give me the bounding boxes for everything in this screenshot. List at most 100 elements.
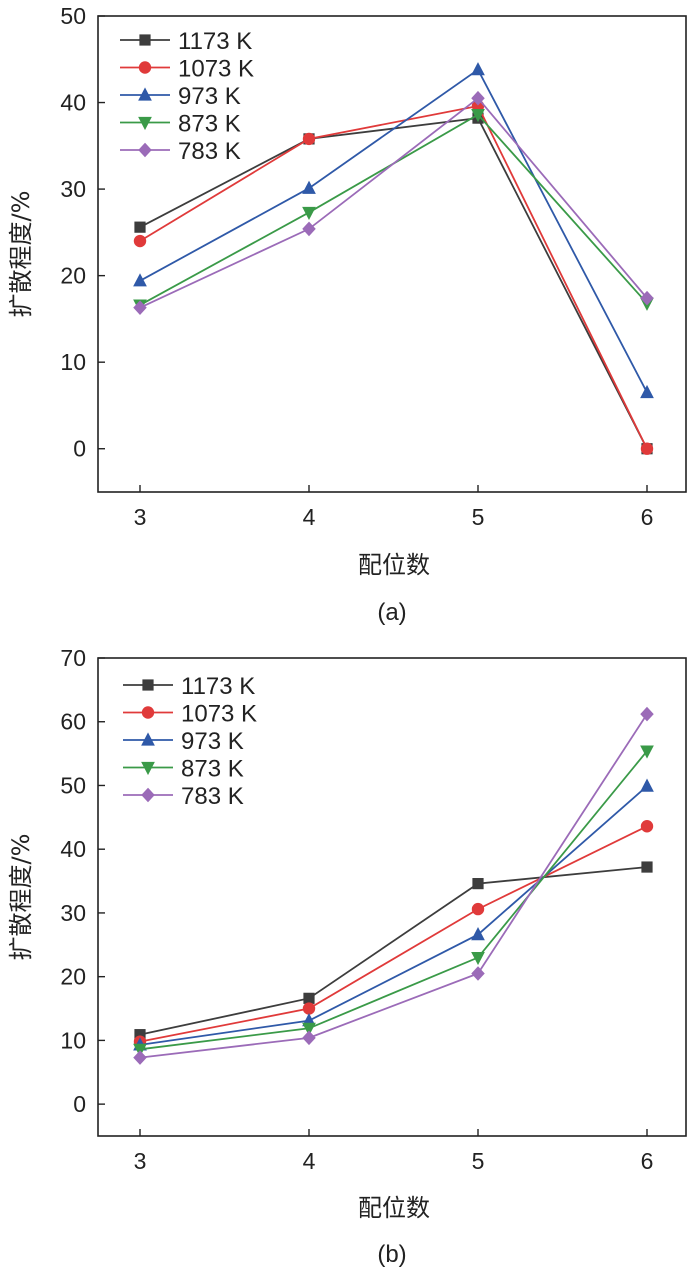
x-tick-label: 5 [472,1148,485,1174]
series-line [139,117,648,450]
data-point [641,861,653,873]
data-point [471,62,485,76]
y-tick-label: 60 [60,709,86,735]
x-tick-label: 6 [641,1148,654,1174]
x-tick-label: 3 [134,1148,147,1174]
y-tick-label: 30 [60,900,86,926]
legend-label: 973 K [178,83,241,110]
legend-label: 1173 K [178,28,252,55]
data-point [471,927,485,941]
y-tick-label: 20 [60,964,86,990]
series-line [139,713,648,1059]
data-point [303,992,315,1004]
data-point [302,1030,316,1046]
series-873k [133,745,654,1057]
x-axis-label: 配位数 [358,551,430,579]
legend-marker [141,732,155,746]
legend-marker [141,787,155,803]
series-783k [133,706,654,1065]
x-tick-label: 4 [303,1148,316,1174]
data-point [133,1050,147,1065]
legend-marker [138,116,152,131]
series-1073k [133,99,654,455]
x-tick-label: 5 [472,504,485,530]
data-point [471,966,485,981]
series-line [139,104,648,450]
y-tick-label: 40 [60,90,86,116]
data-point [640,778,654,792]
data-point [640,384,654,399]
data-point [134,221,146,233]
legend-label: 873 K [181,756,244,783]
data-point [302,206,316,221]
legend-label: 783 K [178,138,241,165]
data-point [640,820,654,833]
figure-caption: (b) [377,1241,406,1268]
x-tick-label: 4 [303,504,316,530]
legend-marker [141,706,155,719]
y-tick-label: 50 [60,3,86,29]
series-line [139,68,648,393]
legend-label: 1173 K [181,673,255,700]
legend-label: 873 K [178,111,241,138]
data-point [472,878,484,890]
data-point [640,706,654,722]
legend-marker [141,761,155,776]
series-783k [133,90,654,315]
series-line [139,866,648,1036]
series-1073k [133,820,654,1048]
figure-caption: (a) [377,599,406,626]
series-line [139,96,648,309]
data-point [471,951,485,966]
series-line [139,750,648,1051]
series-973k [133,778,654,1051]
legend-marker [138,61,152,74]
series-line [139,785,648,1046]
data-point [302,180,316,194]
x-axis-label: 配位数 [358,1194,430,1222]
x-tick-label: 6 [641,504,654,530]
y-tick-label: 50 [60,772,86,798]
legend-marker [138,142,152,158]
y-tick-label: 10 [60,1027,86,1053]
series-973k [133,62,654,399]
data-point [471,902,485,916]
y-tick-label: 40 [60,836,86,862]
legend-label: 973 K [181,728,244,755]
data-point [302,1022,316,1036]
y-tick-label: 20 [60,263,86,289]
data-point [471,109,485,123]
data-point [133,1043,147,1057]
data-point [640,745,654,759]
data-point [471,90,485,106]
y-axis-label: 扩散程度/% [7,191,35,318]
series-1173k [134,861,653,1041]
y-tick-label: 0 [73,1091,86,1117]
data-point [133,273,147,287]
data-point [302,221,316,237]
y-tick-label: 70 [60,645,86,671]
legend-marker [138,87,152,101]
data-point [133,234,147,248]
y-tick-label: 0 [73,436,86,462]
y-axis-label: 扩散程度/% [7,834,35,961]
plot-frame [97,15,687,493]
data-point [302,132,316,146]
legend-label: 783 K [181,783,244,810]
legend-marker [142,679,154,691]
legend-marker [139,34,151,46]
series-line [139,825,648,1043]
legend-label: 1073 K [181,701,257,728]
x-tick-label: 3 [134,504,147,530]
y-tick-label: 30 [60,176,86,202]
legend-label: 1073 K [178,56,254,83]
y-tick-label: 10 [60,349,86,375]
data-point [302,1002,316,1015]
data-point [640,442,654,455]
plot-frame [97,657,687,1137]
